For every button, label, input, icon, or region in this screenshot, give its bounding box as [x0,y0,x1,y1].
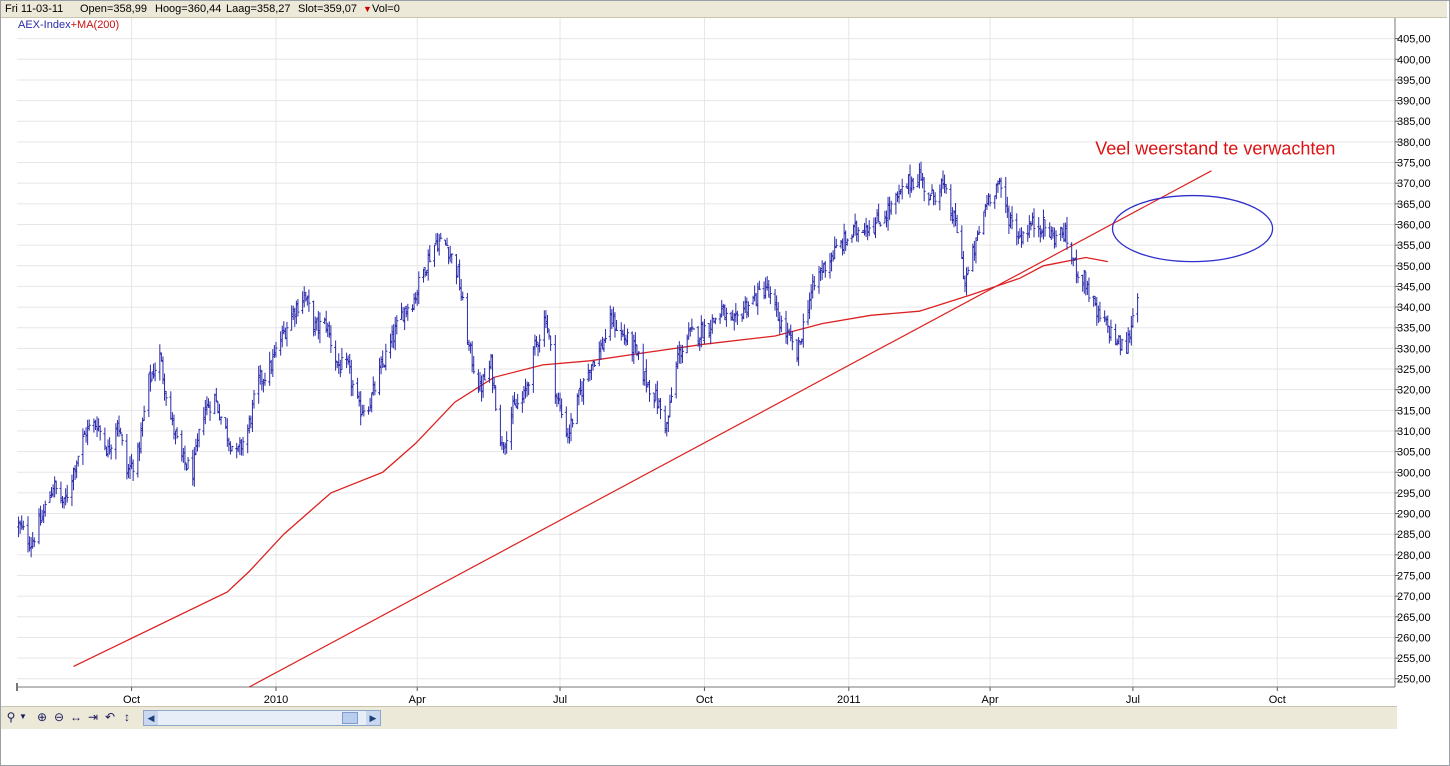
resistance-ellipse [1111,194,1274,263]
y-tick-label: 285,00 [1397,529,1431,541]
info-bar: Fri 11-03-11 Open=358,99 Hoog=360,44 Laa… [1,1,1447,18]
y-tick-label: 280,00 [1397,550,1431,562]
x-tick-label: Oct [1269,694,1286,706]
plot-area [17,18,1395,687]
x-tick-label: Oct [696,694,713,706]
y-tick-label: 295,00 [1397,488,1431,500]
y-tick-label: 320,00 [1397,385,1431,397]
y-tick-label: 390,00 [1397,96,1431,108]
dropdown-icon[interactable]: ▼ [19,712,27,721]
scroll-left-button[interactable]: ◀ [144,711,158,725]
x-tick-label: Apr [409,694,426,706]
y-tick-label: 310,00 [1397,426,1431,438]
x-tick-label: Apr [982,694,999,706]
legend-plus: + [70,19,78,31]
x-tick-label: Jul [553,694,567,706]
x-tick-label: Oct [123,694,140,706]
y-tick-label: 340,00 [1397,302,1431,314]
scroll-right-button[interactable]: ▶ [366,711,380,725]
info-low: Laag=358,27 [226,3,291,15]
info-high: Hoog=360,44 [155,3,222,15]
y-tick-label: 365,00 [1397,199,1431,211]
y-tick-label: 380,00 [1397,137,1431,149]
info-close: Slot=359,07 [298,3,358,15]
pan-vertical-icon[interactable]: ↕ [124,710,130,724]
y-tick-label: 290,00 [1397,509,1431,521]
scroll-thumb[interactable] [342,712,358,724]
y-tick-label: 305,00 [1397,447,1431,459]
fit-right-icon[interactable]: ⇥ [87,710,99,724]
zoom-in-icon[interactable]: ⊕ [36,710,48,724]
price-bars [17,161,1140,558]
legend-index: AEX-Index [18,19,71,31]
x-tick-label: Jul [1126,694,1140,706]
info-date: Fri 11-03-11 [5,3,64,15]
down-arrow-icon: ▼ [363,4,372,14]
y-tick-label: 370,00 [1397,178,1431,190]
y-tick-label: 260,00 [1397,632,1431,644]
info-volume: Vol=0 [372,3,400,15]
zoom-icon[interactable]: ⚲ [6,710,16,724]
y-tick-label: 350,00 [1397,261,1431,273]
time-scrollbar[interactable]: ◀ ▶ [143,710,381,726]
info-open: Open=358,99 [80,3,147,15]
y-tick-label: 405,00 [1397,34,1431,46]
y-tick-label: 315,00 [1397,405,1431,417]
y-tick-label: 395,00 [1397,75,1431,87]
zoom-out-icon[interactable]: ⊖ [53,710,65,724]
reset-icon[interactable]: ↶ [104,710,116,724]
y-tick-label: 275,00 [1397,571,1431,583]
y-tick-label: 385,00 [1397,116,1431,128]
pan-horizontal-icon[interactable]: ↔ [70,710,82,724]
y-tick-label: 270,00 [1397,591,1431,603]
y-tick-label: 255,00 [1397,653,1431,665]
y-tick-label: 300,00 [1397,467,1431,479]
legend-ma: MA(200) [77,19,120,31]
trend-line [249,170,1212,688]
y-tick-label: 355,00 [1397,240,1431,252]
y-tick-label: 375,00 [1397,158,1431,170]
y-tick-label: 250,00 [1397,674,1431,686]
y-tick-label: 400,00 [1397,54,1431,66]
y-tick-label: 325,00 [1397,364,1431,376]
y-tick-label: 360,00 [1397,219,1431,231]
chart-legend: AEX-Index+MA(200) [18,19,119,31]
y-tick-label: 330,00 [1397,343,1431,355]
chart-toolbar: ⚲ ▼ ⊕ ⊖ ↔ ⇥ ↶ ↕ ◀ ▶ [1,706,1397,729]
y-tick-label: 265,00 [1397,612,1431,624]
y-tick-label: 345,00 [1397,281,1431,293]
x-tick-label: 2011 [837,694,861,706]
resistance-annotation: Veel weerstand te verwachten [1095,138,1335,158]
x-tick-label: 2010 [264,694,288,706]
y-tick-label: 335,00 [1397,323,1431,335]
